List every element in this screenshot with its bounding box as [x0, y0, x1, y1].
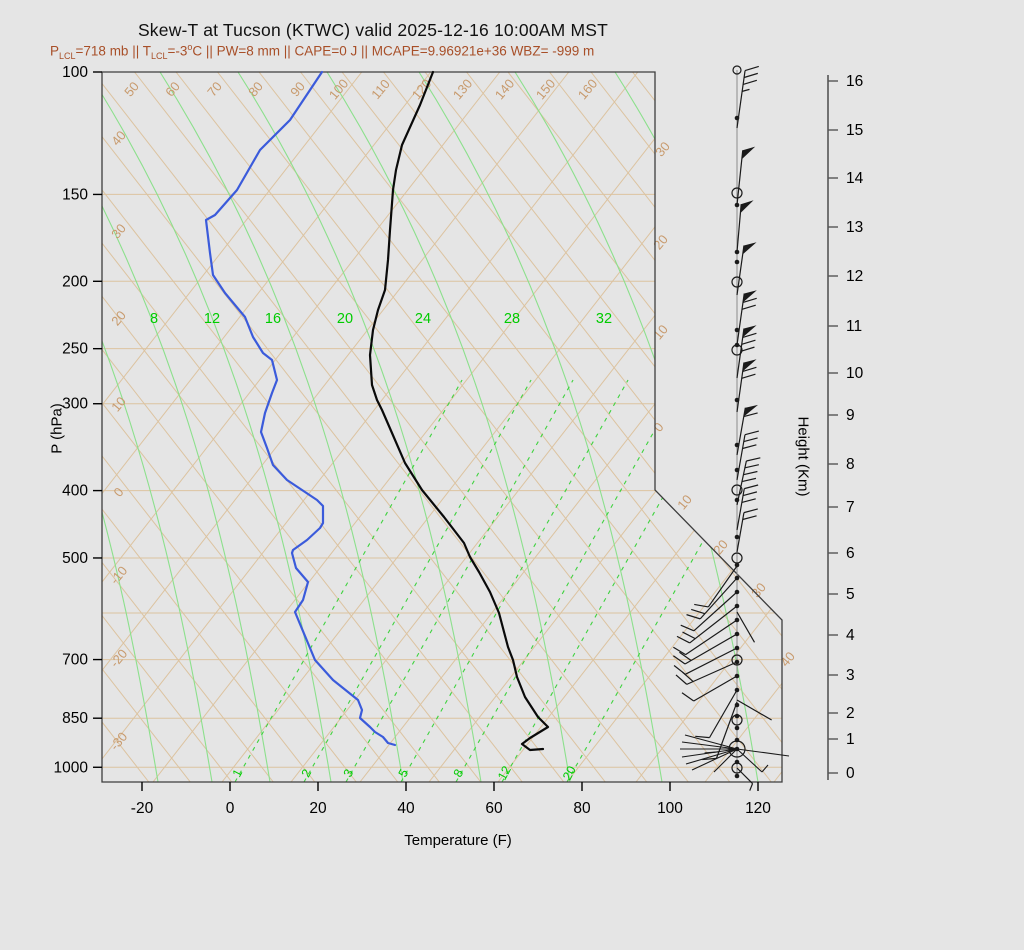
svg-text:14: 14 [846, 170, 864, 187]
svg-text:150: 150 [62, 186, 88, 203]
svg-text:16: 16 [265, 311, 281, 327]
svg-text:0: 0 [110, 485, 126, 500]
svg-text:160: 160 [575, 76, 600, 102]
svg-text:3: 3 [846, 667, 855, 684]
svg-text:100: 100 [326, 76, 351, 102]
svg-text:40: 40 [397, 800, 415, 817]
svg-text:12: 12 [204, 311, 220, 327]
svg-text:2: 2 [846, 705, 855, 722]
svg-text:40: 40 [777, 649, 798, 670]
svg-text:150: 150 [533, 76, 558, 102]
svg-text:11: 11 [846, 318, 862, 335]
svg-text:100: 100 [657, 800, 683, 817]
svg-text:140: 140 [492, 76, 517, 102]
svg-text:0: 0 [650, 420, 666, 435]
svg-text:10: 10 [674, 492, 695, 513]
svg-text:1: 1 [230, 767, 246, 780]
wind-barb-column [672, 65, 790, 791]
svg-text:6: 6 [846, 545, 855, 562]
svg-text:500: 500 [62, 550, 88, 567]
svg-text:3: 3 [341, 767, 357, 780]
svg-text:32: 32 [596, 311, 612, 327]
svg-text:60: 60 [485, 800, 503, 817]
dewpoint-curve [204, 70, 397, 747]
svg-text:50: 50 [121, 79, 142, 100]
svg-text:400: 400 [62, 483, 88, 500]
chart-title: Skew-T at Tucson (KTWC) valid 2025-12-16… [137, 20, 609, 40]
svg-text:8: 8 [150, 311, 158, 327]
svg-text:5: 5 [396, 767, 412, 780]
sounding-curves [204, 70, 550, 752]
svg-text:80: 80 [245, 79, 266, 100]
svg-text:20: 20 [309, 800, 327, 817]
green-line-labels: 8 12 16 20 24 28 321 2 3 5 8 12 20 [150, 311, 612, 783]
svg-text:250: 250 [62, 341, 88, 358]
svg-text:24: 24 [415, 311, 431, 327]
svg-text:10: 10 [108, 394, 129, 415]
svg-text:7: 7 [846, 499, 855, 516]
svg-text:10: 10 [650, 322, 671, 343]
svg-text:1: 1 [846, 731, 855, 748]
svg-text:200: 200 [62, 273, 88, 290]
svg-text:8: 8 [451, 767, 467, 780]
svg-text:13: 13 [846, 219, 863, 236]
svg-text:4: 4 [846, 627, 855, 644]
svg-text:1000: 1000 [54, 759, 89, 776]
svg-text:20: 20 [650, 232, 671, 253]
height-axis-title: Height (Km) [794, 416, 812, 497]
svg-text:20: 20 [560, 764, 579, 783]
svg-text:40: 40 [108, 128, 129, 149]
svg-text:110: 110 [368, 76, 393, 102]
svg-text:12: 12 [846, 268, 863, 285]
svg-text:0: 0 [846, 765, 855, 782]
svg-text:-20: -20 [131, 800, 154, 817]
svg-text:0: 0 [226, 800, 235, 817]
svg-text:100: 100 [62, 64, 88, 81]
svg-text:80: 80 [573, 800, 591, 817]
x-axis-title: Temperature (F) [404, 832, 512, 849]
svg-text:120: 120 [745, 800, 771, 817]
plot-border [101, 71, 783, 783]
pressure-axis-title: P (hPa) [48, 403, 66, 454]
svg-text:16: 16 [846, 73, 863, 90]
chart-subtitle: PLCL=718 mb || TLCL=-3oC || PW=8 mm || C… [50, 42, 595, 62]
svg-text:2: 2 [299, 767, 315, 780]
svg-text:5: 5 [846, 586, 855, 603]
svg-text:8: 8 [846, 456, 855, 473]
svg-text:12: 12 [495, 764, 514, 783]
svg-text:130: 130 [450, 76, 475, 102]
svg-text:700: 700 [62, 652, 88, 669]
background-grid [102, 72, 782, 782]
svg-text:9: 9 [846, 407, 855, 424]
axes-and-ticks: -20 0 20 40 60 80 100 1201001502002503004005007… [54, 64, 864, 817]
svg-text:10: 10 [846, 365, 864, 382]
svg-text:60: 60 [162, 79, 183, 100]
svg-text:15: 15 [846, 122, 863, 139]
svg-text:30: 30 [108, 221, 129, 242]
svg-text:20: 20 [108, 308, 129, 329]
svg-text:28: 28 [504, 311, 520, 327]
svg-text:850: 850 [62, 710, 88, 727]
temperature-curve [368, 70, 550, 752]
svg-text:-20: -20 [107, 646, 131, 670]
svg-text:-10: -10 [107, 563, 131, 587]
svg-text:300: 300 [62, 396, 88, 413]
svg-text:20: 20 [337, 311, 353, 327]
svg-text:70: 70 [204, 79, 225, 100]
svg-text:20: 20 [710, 537, 731, 558]
